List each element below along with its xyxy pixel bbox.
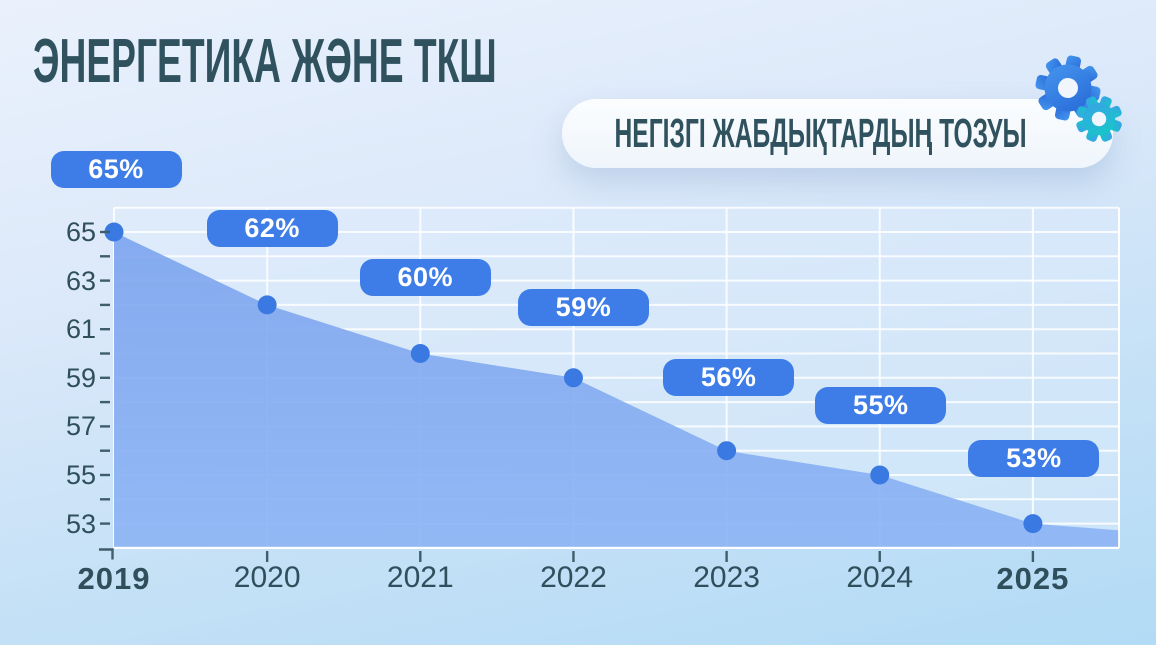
x-axis-label: 2025 <box>996 561 1070 596</box>
data-label-pill: 62% <box>206 210 338 247</box>
subtitle-pill: НЕГІЗГІ ЖАБДЫҚТАРДЫҢ ТОЗУЫ <box>562 99 1113 168</box>
data-label-pill: 59% <box>517 288 649 326</box>
page-title: ЭНЕРГЕТИКА ЖӘНЕ ТКШ <box>33 27 497 96</box>
x-axis-label: 2021 <box>386 561 454 594</box>
axis-origin-corner <box>99 548 114 560</box>
y-axis-label: 57 <box>65 411 96 442</box>
data-point <box>104 222 124 242</box>
x-axis-label: 2024 <box>846 561 914 594</box>
data-point <box>563 368 583 388</box>
y-axis-label: 65 <box>65 217 96 247</box>
y-axis-label: 63 <box>65 265 96 296</box>
y-axis-label: 61 <box>65 314 96 345</box>
data-point <box>870 465 890 485</box>
area-series <box>114 232 1119 547</box>
chart-subtitle: НЕГІЗГІ ЖАБДЫҚТАРДЫҢ ТОЗУЫ <box>614 110 1027 156</box>
data-point <box>717 441 737 461</box>
data-label-pill: 56% <box>663 359 795 396</box>
data-point <box>257 295 277 315</box>
data-label-pill: 53% <box>968 439 1100 477</box>
data-label-pill: 55% <box>815 387 947 424</box>
x-axis-label: 2020 <box>233 561 301 594</box>
data-label-pill: 65% <box>50 150 182 188</box>
x-axis-label: 2022 <box>540 561 607 594</box>
data-point <box>410 344 430 363</box>
data-label-pill: 60% <box>359 259 491 296</box>
x-axis-label: 2023 <box>693 561 760 594</box>
y-axis-label: 59 <box>65 362 96 393</box>
gears-icon <box>1035 55 1122 142</box>
data-point <box>1023 514 1043 534</box>
small-gear-icon <box>1076 96 1122 142</box>
large-gear-icon <box>1035 55 1101 121</box>
y-axis-label: 53 <box>65 508 96 539</box>
x-axis-label: 2019 <box>77 561 151 596</box>
y-axis-label: 55 <box>65 460 96 490</box>
